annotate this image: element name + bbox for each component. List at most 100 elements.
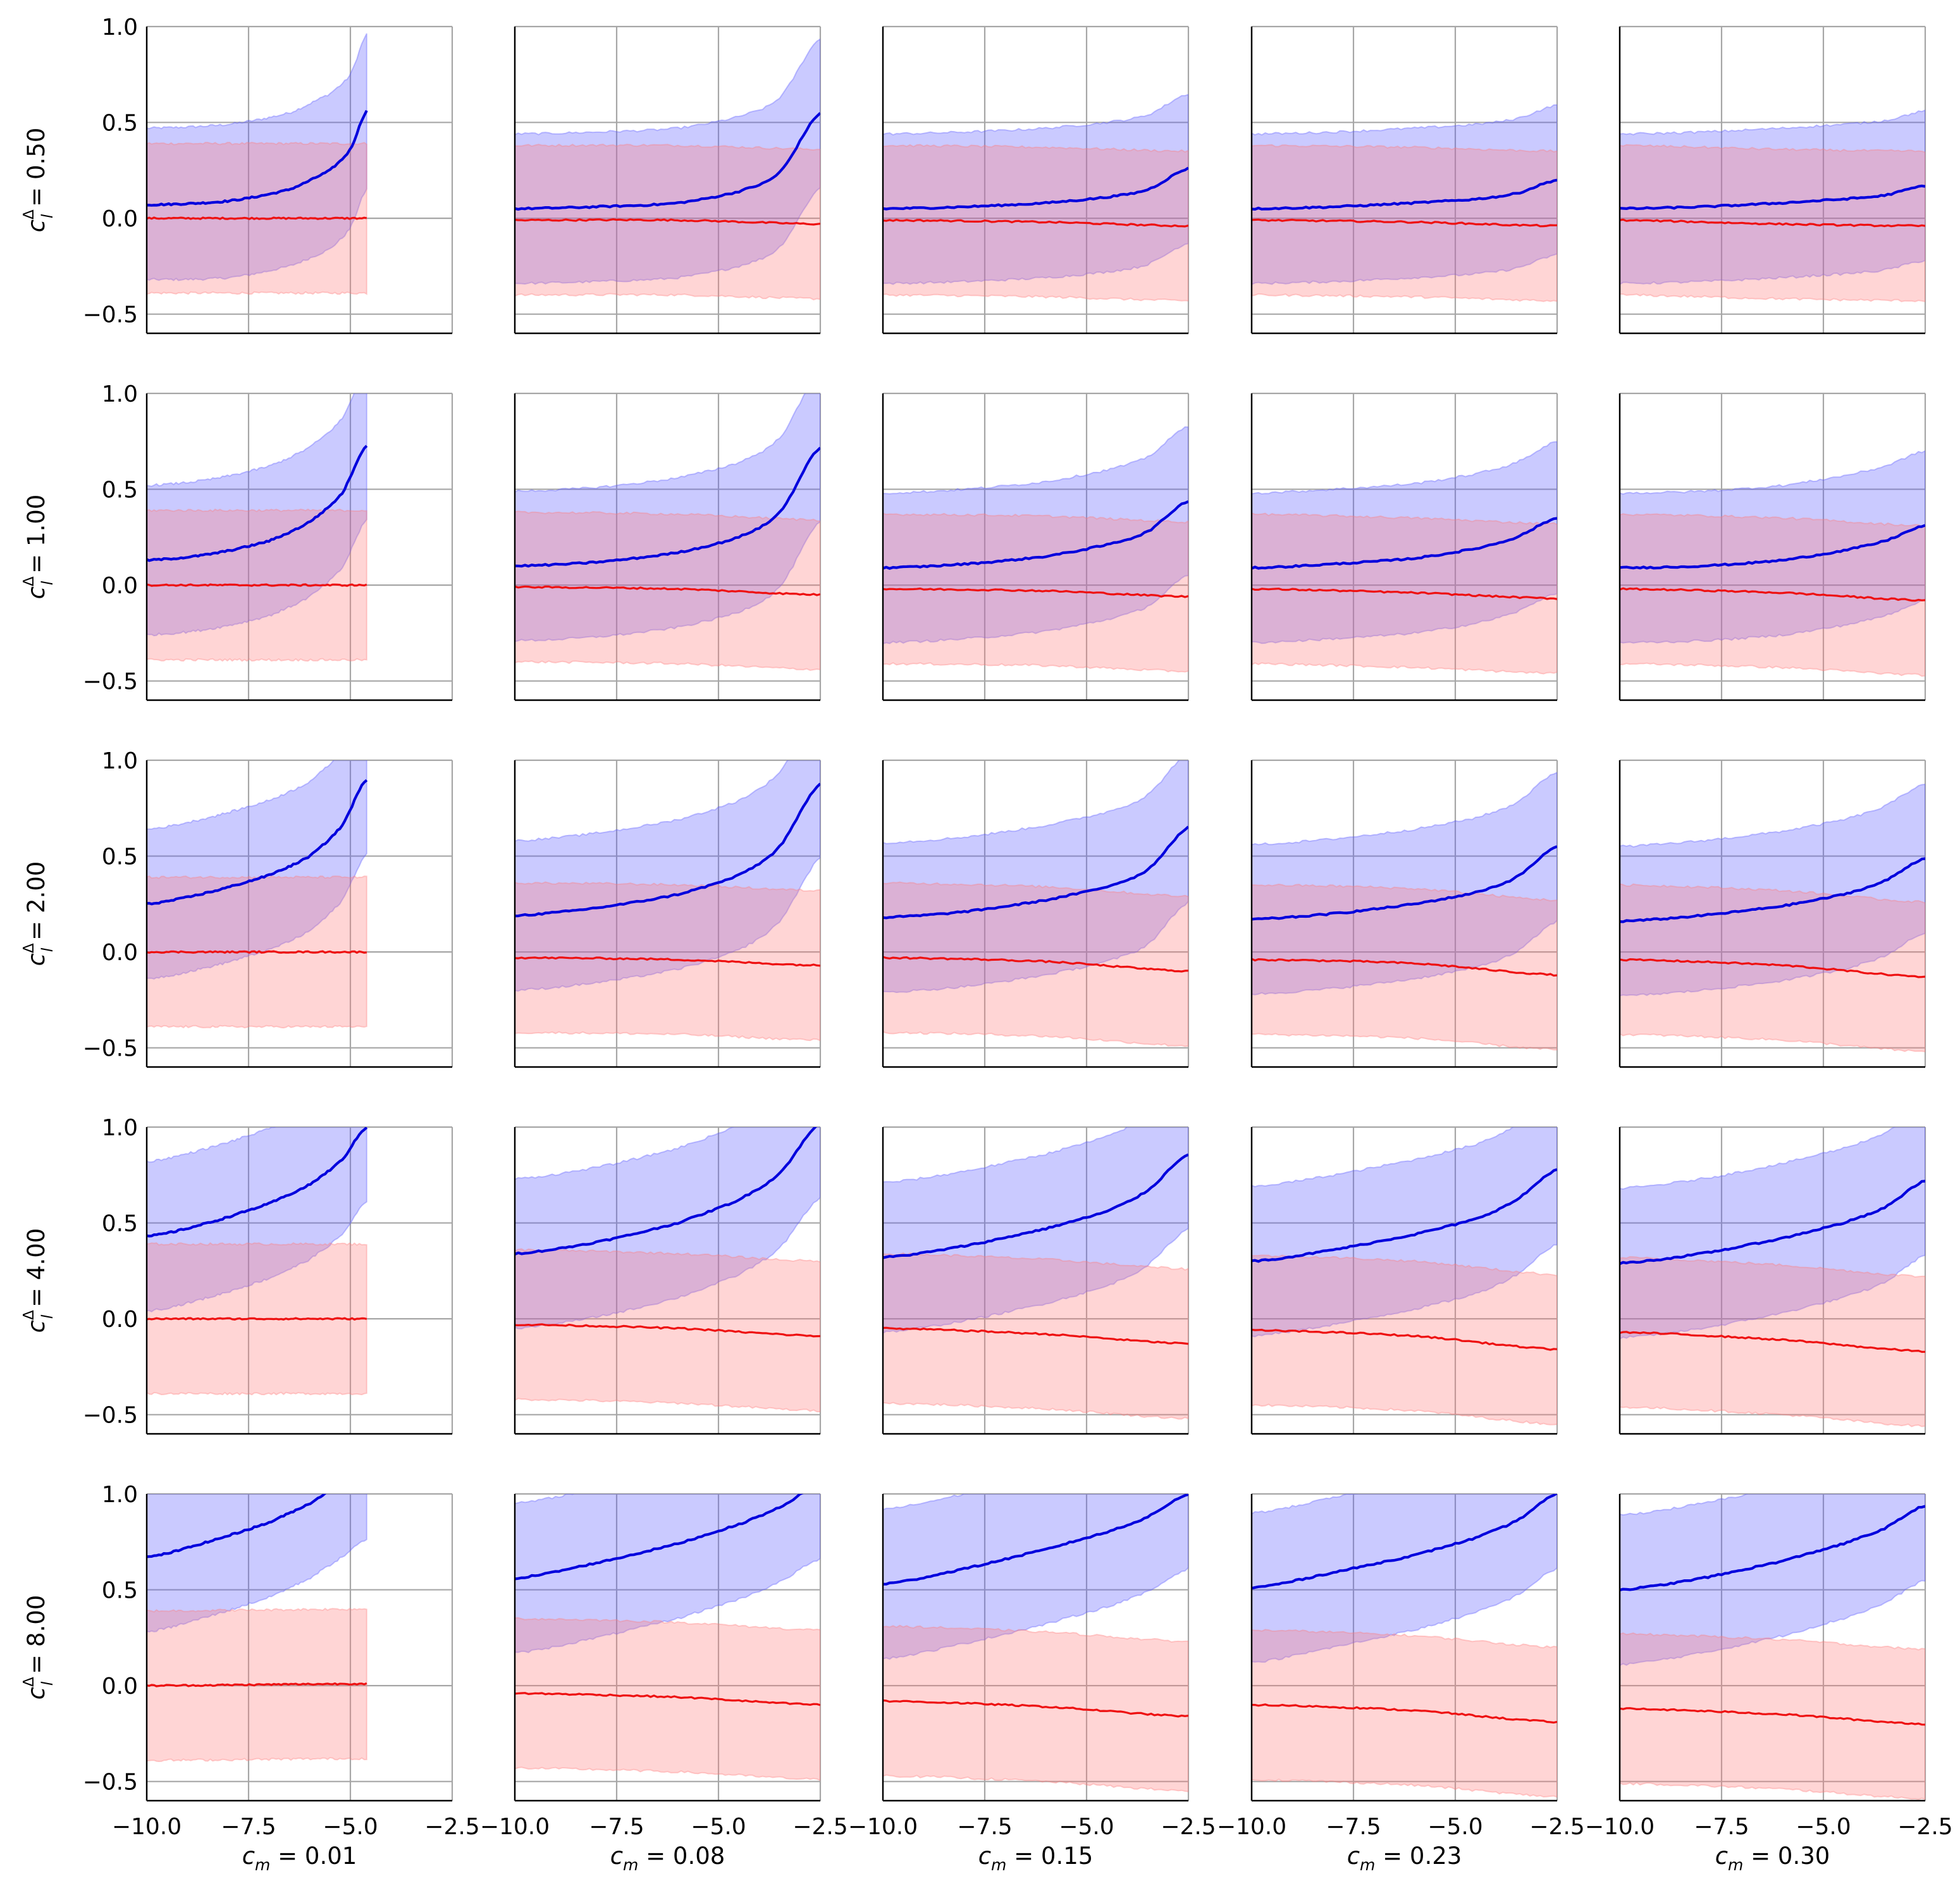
red-band	[515, 144, 820, 300]
x-tick-label: −10.0	[1217, 1814, 1286, 1840]
blue-band	[147, 393, 367, 637]
column-label: cm = 0.01	[242, 1842, 357, 1874]
x-tick-label: −2.5	[1897, 1814, 1952, 1840]
red-mean-line	[883, 587, 1188, 598]
blue-band	[1252, 772, 1557, 996]
row-labels: cΔl = 0.50 cΔl = 1.00 cΔl = 2.00 cΔl = 4.00…	[21, 128, 56, 1700]
red-mean-line	[883, 1326, 1188, 1345]
plot-area	[1252, 772, 1557, 1051]
red-mean-line	[147, 1317, 367, 1321]
panel-r2-c4	[1250, 392, 1558, 701]
x-tick-label: −5.0	[1427, 1814, 1482, 1840]
red-band	[883, 1252, 1188, 1420]
plot-area	[515, 760, 820, 1042]
panel-r4-c3	[882, 1126, 1190, 1435]
plot-area	[883, 1127, 1188, 1420]
blue-mean-line	[1620, 524, 1925, 570]
panel-r4-c4	[1250, 1126, 1558, 1435]
panel-r1-c4	[1250, 25, 1558, 335]
blue-mean-line	[883, 166, 1188, 211]
red-band	[515, 510, 820, 671]
blue-band	[1620, 450, 1925, 644]
column-label: cm = 0.08	[610, 1842, 725, 1874]
panel-r5-c4: −10.0 −7.5 −5.0 −2.5	[1217, 1493, 1585, 1840]
blue-mean-line	[1252, 517, 1557, 570]
y-tick-label: −0.5	[83, 302, 138, 328]
blue-mean-line	[515, 447, 820, 568]
blue-mean-line	[147, 1494, 327, 1558]
plot-area	[1620, 783, 1925, 1052]
column-label: cm = 0.30	[1715, 1842, 1830, 1874]
plot-area	[147, 1127, 368, 1396]
panel-grid: −0.50.00.51.0−0.50.00.51.0−0.50.00.51.0−…	[83, 15, 1953, 1840]
blue-mean-line	[147, 1127, 368, 1238]
red-mean-line	[147, 1682, 367, 1687]
blue-mean-line	[515, 782, 820, 918]
x-tick-label: −10.0	[848, 1814, 918, 1840]
blue-mean-line	[883, 1153, 1188, 1259]
x-tick-label: −5.0	[323, 1814, 378, 1840]
plot-area	[515, 1127, 820, 1413]
plot-area	[147, 760, 368, 1029]
red-mean-line	[1620, 1707, 1925, 1726]
blue-mean-line	[1252, 178, 1557, 211]
x-tick-label: −7.5	[957, 1814, 1012, 1840]
plot-area	[1252, 441, 1557, 675]
red-mean-line	[1620, 1331, 1925, 1353]
x-tick-label: −5.0	[1059, 1814, 1114, 1840]
blue-band	[515, 1127, 820, 1330]
red-mean-line	[1620, 587, 1925, 602]
row-label: cΔl = 4.00	[21, 1228, 56, 1333]
plot-area	[1620, 450, 1925, 677]
red-band	[883, 512, 1188, 673]
red-mean-line	[883, 1699, 1188, 1718]
x-tick-label: −5.0	[691, 1814, 746, 1840]
plot-area	[147, 393, 368, 662]
blue-band	[883, 94, 1188, 285]
red-band	[1252, 1254, 1557, 1426]
blue-band	[1620, 1127, 1925, 1340]
blue-mean-line	[1620, 1505, 1925, 1591]
red-mean-line	[1252, 588, 1557, 600]
panel-r3-c1: −0.5 0.0 0.5 1.0	[83, 748, 453, 1068]
x-tick-label: −2.5	[1161, 1814, 1216, 1840]
blue-mean-line	[515, 1494, 804, 1581]
blue-mean-line	[883, 1494, 1188, 1586]
y-tick-label: 0.5	[102, 478, 138, 503]
y-tick-label: −0.5	[83, 1036, 138, 1062]
panel-r4-c2	[514, 1126, 822, 1435]
red-mean-line	[1620, 958, 1925, 978]
panel-r1-c1: −0.5 0.0 0.5 1.0	[83, 15, 453, 335]
panel-r5-c2: −10.0 −7.5 −5.0 −2.5	[480, 1493, 848, 1840]
panel-r2-c2	[514, 392, 822, 701]
blue-mean-line	[147, 109, 368, 207]
blue-band	[147, 760, 367, 980]
plot-area	[883, 426, 1188, 673]
blue-mean-line	[1252, 845, 1557, 921]
red-mean-line	[147, 216, 367, 220]
y-tick-label: 0.0	[102, 1307, 138, 1333]
panel-r5-c3: −10.0 −7.5 −5.0 −2.5	[848, 1493, 1216, 1840]
column-labels: cm = 0.01 cm = 0.08 cm = 0.15 cm = 0.23 cm =…	[242, 1842, 1830, 1874]
blue-band	[1252, 1127, 1557, 1338]
y-tick-label: 0.0	[102, 940, 138, 966]
red-mean-line	[515, 956, 820, 967]
panel-r1-c2	[514, 25, 822, 335]
red-band	[1252, 1629, 1557, 1798]
blue-mean-line	[883, 500, 1188, 570]
plot-area	[1252, 104, 1557, 302]
y-tick-label: −0.5	[83, 669, 138, 695]
red-band	[1620, 1255, 1925, 1428]
blue-band	[147, 1127, 367, 1312]
red-mean-line	[515, 1323, 820, 1338]
blue-band	[515, 393, 820, 643]
red-band	[883, 1624, 1188, 1792]
blue-mean-line	[1620, 184, 1925, 211]
blue-mean-line	[1620, 1180, 1925, 1266]
blue-band	[515, 1494, 820, 1653]
panel-r3-c2	[514, 759, 822, 1068]
x-tick-label: −7.5	[1326, 1814, 1381, 1840]
row-label: cΔl = 8.00	[21, 1595, 56, 1700]
y-tick-label: 1.0	[102, 748, 138, 774]
